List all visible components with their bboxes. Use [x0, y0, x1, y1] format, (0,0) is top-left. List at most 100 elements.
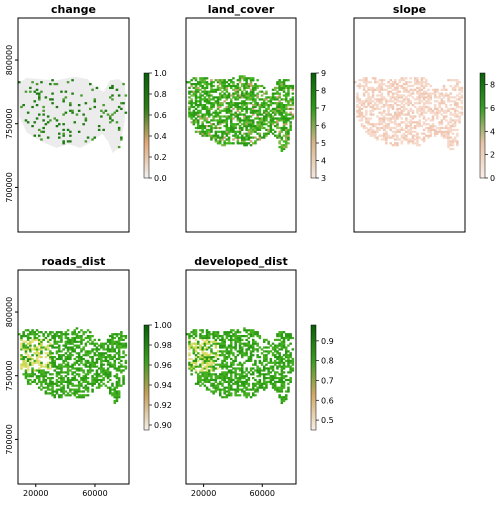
raster-cell [447, 94, 450, 97]
raster-cell [214, 109, 218, 112]
raster-cell [263, 100, 266, 103]
raster-cell [44, 348, 48, 351]
raster-cell [51, 386, 54, 389]
raster-cell [369, 105, 373, 109]
raster-cell [287, 119, 290, 122]
raster-cell [252, 342, 255, 345]
raster-cell [20, 367, 23, 370]
raster-cell [117, 365, 121, 368]
raster-cell [425, 79, 428, 82]
raster-cell [214, 386, 218, 389]
raster-cell [64, 375, 68, 378]
raster-cell [269, 104, 273, 107]
raster-cell [241, 380, 244, 384]
raster-cell [260, 125, 264, 128]
raster-cell [75, 356, 79, 359]
raster-cell [458, 115, 461, 118]
raster-cell [44, 375, 48, 378]
raster-cell [64, 363, 68, 366]
raster-cell [33, 134, 37, 137]
raster-cell [100, 375, 103, 378]
raster-cell [26, 342, 30, 345]
raster-cell [197, 119, 200, 122]
raster-cell [411, 142, 415, 145]
raster-cell [285, 121, 288, 124]
raster-cell [80, 361, 83, 364]
raster-cell [197, 365, 200, 368]
raster-cell [223, 81, 226, 84]
raster-cell [192, 109, 196, 112]
raster-cell [40, 342, 43, 345]
raster-cell [274, 348, 277, 351]
raster-cell [387, 86, 390, 90]
raster-cell [274, 346, 277, 349]
raster-cell [69, 338, 72, 342]
raster-cell [371, 105, 375, 109]
raster-cell [216, 121, 220, 124]
raster-cell [285, 136, 288, 139]
raster-cell [234, 392, 237, 395]
raster-cell [194, 107, 198, 111]
raster-cell [418, 123, 421, 126]
raster-cell [192, 121, 196, 124]
raster-cell [276, 92, 279, 95]
raster-cell [22, 365, 25, 368]
raster-cell [109, 354, 112, 357]
raster-cell [402, 136, 406, 139]
raster-cell [62, 384, 65, 387]
raster-cell [371, 107, 375, 111]
raster-cell [280, 144, 284, 147]
raster-cell [58, 380, 61, 384]
raster-cell [458, 119, 461, 122]
raster-cell [216, 84, 220, 88]
raster-cell [291, 115, 295, 118]
raster-cell [287, 128, 290, 132]
raster-cell [194, 346, 198, 349]
raster-cell [66, 386, 70, 389]
raster-cell [190, 367, 193, 370]
raster-cell [221, 144, 224, 147]
raster-cell [208, 125, 211, 128]
raster-cell [245, 77, 248, 80]
raster-cell [416, 79, 419, 82]
raster-cell [205, 388, 209, 391]
raster-cell [71, 336, 74, 340]
raster-cell [115, 369, 119, 372]
raster-cell [252, 107, 255, 111]
raster-cell [205, 86, 209, 90]
raster-cell [458, 92, 461, 95]
raster-cell [236, 84, 240, 88]
raster-cell [278, 119, 281, 122]
raster-cell [382, 88, 386, 91]
raster-cell [216, 105, 220, 109]
raster-cell [106, 373, 110, 376]
raster-cell [80, 329, 83, 332]
raster-cell [221, 338, 224, 342]
raster-cell [84, 386, 88, 389]
raster-cell [438, 123, 441, 126]
raster-cell [111, 84, 114, 88]
raster-cell [62, 134, 65, 137]
raster-cell [263, 367, 266, 370]
raster-cell [212, 88, 215, 91]
raster-cell [69, 356, 72, 359]
raster-cell [111, 119, 114, 122]
raster-cell [278, 94, 281, 97]
raster-cell [77, 331, 81, 334]
raster-cell [51, 382, 54, 385]
raster-cell [453, 140, 457, 143]
raster-cell [102, 373, 105, 376]
raster-cell [197, 81, 200, 84]
raster-cell [241, 356, 244, 359]
raster-cell [252, 126, 255, 130]
raster-cell [49, 331, 52, 334]
raster-cell [245, 96, 248, 99]
legend-tick-label: 0.90 [154, 421, 172, 430]
raster-cell [249, 331, 253, 334]
raster-cell [433, 134, 437, 137]
raster-cell [93, 361, 97, 364]
raster-cell [418, 107, 421, 111]
raster-cell [400, 94, 404, 97]
raster-cell [31, 338, 34, 342]
raster-cell [387, 109, 390, 112]
